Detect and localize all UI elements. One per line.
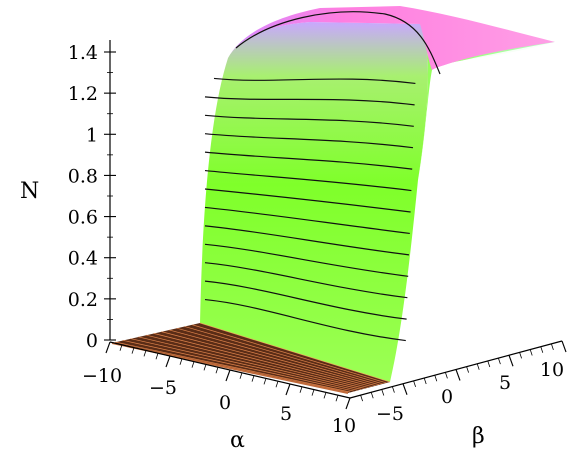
z-tick-label: 0.4 <box>68 248 98 270</box>
floor-line <box>168 329 376 386</box>
alpha-tick-mark <box>225 369 231 382</box>
beta-tick-mark <box>455 369 461 381</box>
beta-minor-tick <box>498 357 501 365</box>
beta-minor-tick <box>529 349 533 356</box>
alpha-minor-tick <box>119 344 123 351</box>
contour-line <box>213 77 416 85</box>
beta-tick-mark <box>561 340 567 353</box>
alpha-minor-tick <box>215 367 219 374</box>
floor-line <box>122 339 354 392</box>
contour-line <box>204 188 411 213</box>
beta-minor-tick <box>434 375 438 382</box>
beta-minor-tick <box>540 346 544 353</box>
alpha-tick-mark <box>285 383 291 396</box>
alpha-minor-tick <box>335 395 339 402</box>
contour-line <box>204 280 407 320</box>
z-axis: 0 0.2 0.4 0.6 0.8 1 1.2 1.4 N <box>20 40 116 352</box>
floor-line <box>184 326 383 385</box>
contour-line <box>204 114 414 127</box>
surface-group <box>111 6 555 394</box>
alpha-tick-mark <box>345 397 351 410</box>
z-tick-label: 0.8 <box>68 165 98 187</box>
alpha-minor-tick <box>191 361 195 368</box>
alpha-minor-tick <box>143 350 147 357</box>
alpha-minor-tick <box>239 372 243 379</box>
beta-minor-tick <box>519 352 522 359</box>
alpha-minor-tick <box>251 375 255 382</box>
alpha-minor-tick <box>275 381 279 388</box>
beta-tick-label: 10 <box>540 359 564 381</box>
beta-tick-label: 5 <box>499 372 511 394</box>
alpha-tick-label: 0 <box>219 392 231 414</box>
contour-line <box>204 96 415 106</box>
contour-line <box>204 225 410 256</box>
alpha-minor-tick <box>263 378 267 385</box>
alpha-minor-tick <box>155 353 159 360</box>
alpha-tick-label: 10 <box>332 415 356 437</box>
beta-minor-tick <box>487 360 491 368</box>
floor-line <box>114 341 351 393</box>
z-tick-label: 1 <box>86 124 98 146</box>
beta-tick-label: 0 <box>441 386 453 408</box>
contour-line <box>204 133 414 149</box>
alpha-minor-tick <box>203 364 207 371</box>
contour-line <box>204 298 406 342</box>
beta-minor-tick <box>381 389 385 396</box>
alpha-minor-tick <box>323 392 327 399</box>
z-tick-label: 0 <box>86 330 98 352</box>
alpha-axis-title: α <box>230 428 245 453</box>
floor-grid-lines <box>114 322 391 393</box>
floor-line <box>199 322 391 383</box>
contour-line <box>235 11 441 75</box>
beta-axis: −5 0 5 10 β <box>349 340 567 449</box>
floor-line <box>153 333 369 388</box>
alpha-minor-tick <box>299 386 303 393</box>
alpha-tick-mark <box>105 341 111 354</box>
alpha-tick-label: −10 <box>82 365 122 387</box>
contour-line <box>204 243 409 277</box>
beta-tick-mark <box>402 383 408 395</box>
beta-tick-mark <box>508 355 514 367</box>
alpha-axis: −10 −5 0 5 10 α <box>82 341 356 453</box>
contour-line <box>204 206 410 235</box>
beta-minor-tick <box>423 377 427 385</box>
z-tick-label: 1.4 <box>68 42 98 64</box>
alpha-minor-tick <box>311 389 315 396</box>
beta-axis-title: β <box>472 424 485 449</box>
z-tick-label: 1.2 <box>68 83 98 105</box>
contour-line <box>204 169 412 192</box>
beta-minor-tick <box>392 386 395 393</box>
alpha-tick-mark <box>165 355 171 368</box>
alpha-tick-label: 5 <box>280 403 292 425</box>
floor-line <box>130 338 358 391</box>
beta-tick-label: −5 <box>376 403 404 425</box>
floor-line <box>138 336 361 390</box>
beta-minor-tick <box>445 372 448 379</box>
beta-minor-tick <box>360 395 363 402</box>
contour-lines <box>204 11 441 342</box>
beta-minor-tick <box>466 366 469 373</box>
floor-line <box>176 327 380 386</box>
contour-line <box>204 151 413 170</box>
beta-minor-tick <box>476 363 480 370</box>
surface-wall <box>200 22 428 382</box>
floor-line <box>192 324 387 384</box>
contour-line <box>204 262 408 299</box>
beta-minor-tick <box>413 380 416 388</box>
z-tick-label: 0.6 <box>68 207 98 229</box>
alpha-minor-tick <box>131 347 135 354</box>
z-axis-title: N <box>20 179 39 204</box>
surface-highlight <box>432 42 555 78</box>
floor-line <box>145 334 365 389</box>
beta-minor-tick <box>370 392 374 399</box>
alpha-minor-tick <box>179 358 183 365</box>
z-tick-label: 0.2 <box>68 289 98 311</box>
alpha-tick-label: −5 <box>149 377 177 399</box>
floor-line <box>161 331 372 387</box>
surface-top <box>228 6 555 70</box>
beta-minor-tick <box>551 343 554 350</box>
